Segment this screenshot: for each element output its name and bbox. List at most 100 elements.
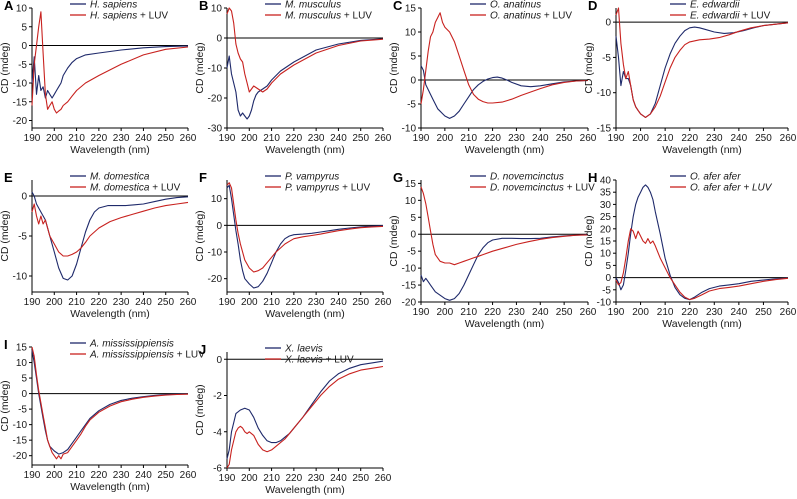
y-tick-label: -15 (402, 281, 417, 292)
y-tick-label: 0 (216, 34, 222, 45)
y-tick-label: 0 (21, 192, 27, 203)
y-tick-label: -15 (13, 436, 28, 447)
series-line-control (615, 22, 789, 118)
panel-letter: I (4, 337, 8, 352)
x-tick-label: 250 (157, 470, 174, 481)
x-axis-label: Wavelength (nm) (265, 484, 345, 496)
x-tick-label: 220 (286, 297, 303, 308)
legend-entry: A. mississippiensis + LUV (89, 350, 205, 361)
series-line-luv (615, 228, 789, 301)
x-tick-label: 240 (135, 297, 152, 308)
y-axis-label: CD (mdeg) (0, 380, 11, 431)
x-tick-label: 210 (657, 133, 674, 144)
x-tick-label: 210 (263, 133, 280, 144)
series-line-control (615, 184, 789, 301)
y-tick-label: 40 (600, 176, 612, 187)
panel-letter: J (199, 342, 206, 357)
x-tick-label: 200 (241, 473, 258, 484)
series-line-luv (420, 186, 589, 266)
legend-entry: M. musculus + LUV (285, 11, 372, 22)
legend-species: E. edwardii (690, 0, 740, 11)
y-tick-label: -20 (208, 274, 223, 285)
x-tick-label: 220 (484, 307, 501, 318)
y-tick-label: 15 (405, 4, 417, 15)
y-tick-label: 10 (211, 4, 223, 15)
x-axis-label: Wavelength (nm) (70, 308, 150, 320)
series-line-control (226, 360, 384, 460)
x-tick-label: 220 (91, 297, 108, 308)
legend-species: O. afer afer + LUV (690, 183, 773, 194)
y-tick-label: -5 (18, 405, 27, 416)
series-line-control (31, 45, 189, 99)
legend-species: X. laevis (284, 355, 323, 366)
legend-entry: A. mississippiensis (89, 339, 174, 350)
x-tick-label: 200 (241, 297, 258, 308)
legend-species: H. sapiens (90, 0, 137, 11)
x-tick-label: 240 (135, 133, 152, 144)
series-line-control (31, 191, 189, 281)
y-axis-label: CD (mdeg) (194, 210, 206, 261)
legend-entry: E. edwardii + LUV (690, 11, 771, 22)
y-tick-label: -5 (407, 247, 416, 258)
x-tick-label: 200 (46, 470, 63, 481)
x-axis-label: Wavelength (nm) (70, 481, 150, 493)
legend-species: O. afer afer (690, 172, 741, 183)
x-tick-label: 210 (68, 470, 85, 481)
legend-entry: O. anatinus (490, 0, 541, 11)
y-tick-label: 25 (600, 212, 612, 223)
x-tick-label: 230 (508, 133, 525, 144)
y-axis-label: CD (mdeg) (194, 42, 206, 93)
x-tick-label: 260 (375, 133, 392, 144)
y-tick-label: -10 (208, 248, 223, 259)
y-tick-label: 10 (16, 358, 28, 369)
legend-suffix: + LUV (339, 183, 370, 194)
y-axis-label: CD (mdeg) (388, 42, 400, 93)
y-tick-label: -15 (13, 97, 28, 108)
legend-entry: M. domestica + LUV (90, 183, 181, 194)
x-tick-label: 250 (755, 133, 772, 144)
legend-entry: E. edwardii (690, 0, 740, 11)
x-tick-label: 230 (113, 133, 130, 144)
series-line-control (31, 350, 189, 455)
legend-suffix: + LUV (341, 11, 372, 22)
series-line-luv (226, 182, 384, 273)
x-tick-label: 190 (413, 307, 430, 318)
legend-entry: D. novemcinctus + LUV (490, 183, 595, 194)
x-tick-label: 220 (681, 133, 698, 144)
y-tick-label: 15 (405, 179, 417, 190)
x-tick-label: 200 (437, 133, 454, 144)
x-tick-label: 240 (330, 297, 347, 308)
y-tick-label: 10 (600, 249, 612, 260)
y-tick-label: -10 (208, 64, 223, 75)
x-axis-label: Wavelength (nm) (265, 308, 345, 320)
legend-entry: P. vampyrus + LUV (285, 183, 370, 194)
x-tick-label: 230 (308, 133, 325, 144)
x-tick-label: 240 (135, 470, 152, 481)
y-tick-label: 5 (410, 52, 416, 63)
x-tick-label: 240 (532, 307, 549, 318)
x-tick-label: 250 (556, 133, 573, 144)
legend-species: A. mississippiensis (89, 350, 174, 361)
y-tick-label: 0 (21, 41, 27, 52)
legend-entry: X. laevis (284, 344, 323, 355)
y-axis-label: CD (mdeg) (194, 384, 206, 435)
legend-suffix: + LUV (137, 11, 168, 22)
x-tick-label: 210 (657, 307, 674, 318)
x-tick-label: 220 (286, 473, 303, 484)
x-axis-label: Wavelength (nm) (662, 144, 742, 156)
x-axis-label: Wavelength (nm) (662, 318, 742, 330)
x-tick-label: 210 (460, 133, 477, 144)
x-tick-label: 190 (413, 133, 430, 144)
x-tick-label: 230 (113, 470, 130, 481)
y-tick-label: -10 (597, 88, 612, 99)
legend-entry: D. novemcinctus (490, 172, 564, 183)
x-tick-label: 250 (352, 297, 369, 308)
x-tick-label: 260 (780, 133, 797, 144)
y-tick-label: -10 (13, 420, 28, 431)
legend-species: E. edwardii (690, 11, 740, 22)
y-tick-label: 15 (16, 343, 28, 354)
x-tick-label: 260 (580, 307, 597, 318)
legend-species: O. anatinus (490, 0, 541, 11)
